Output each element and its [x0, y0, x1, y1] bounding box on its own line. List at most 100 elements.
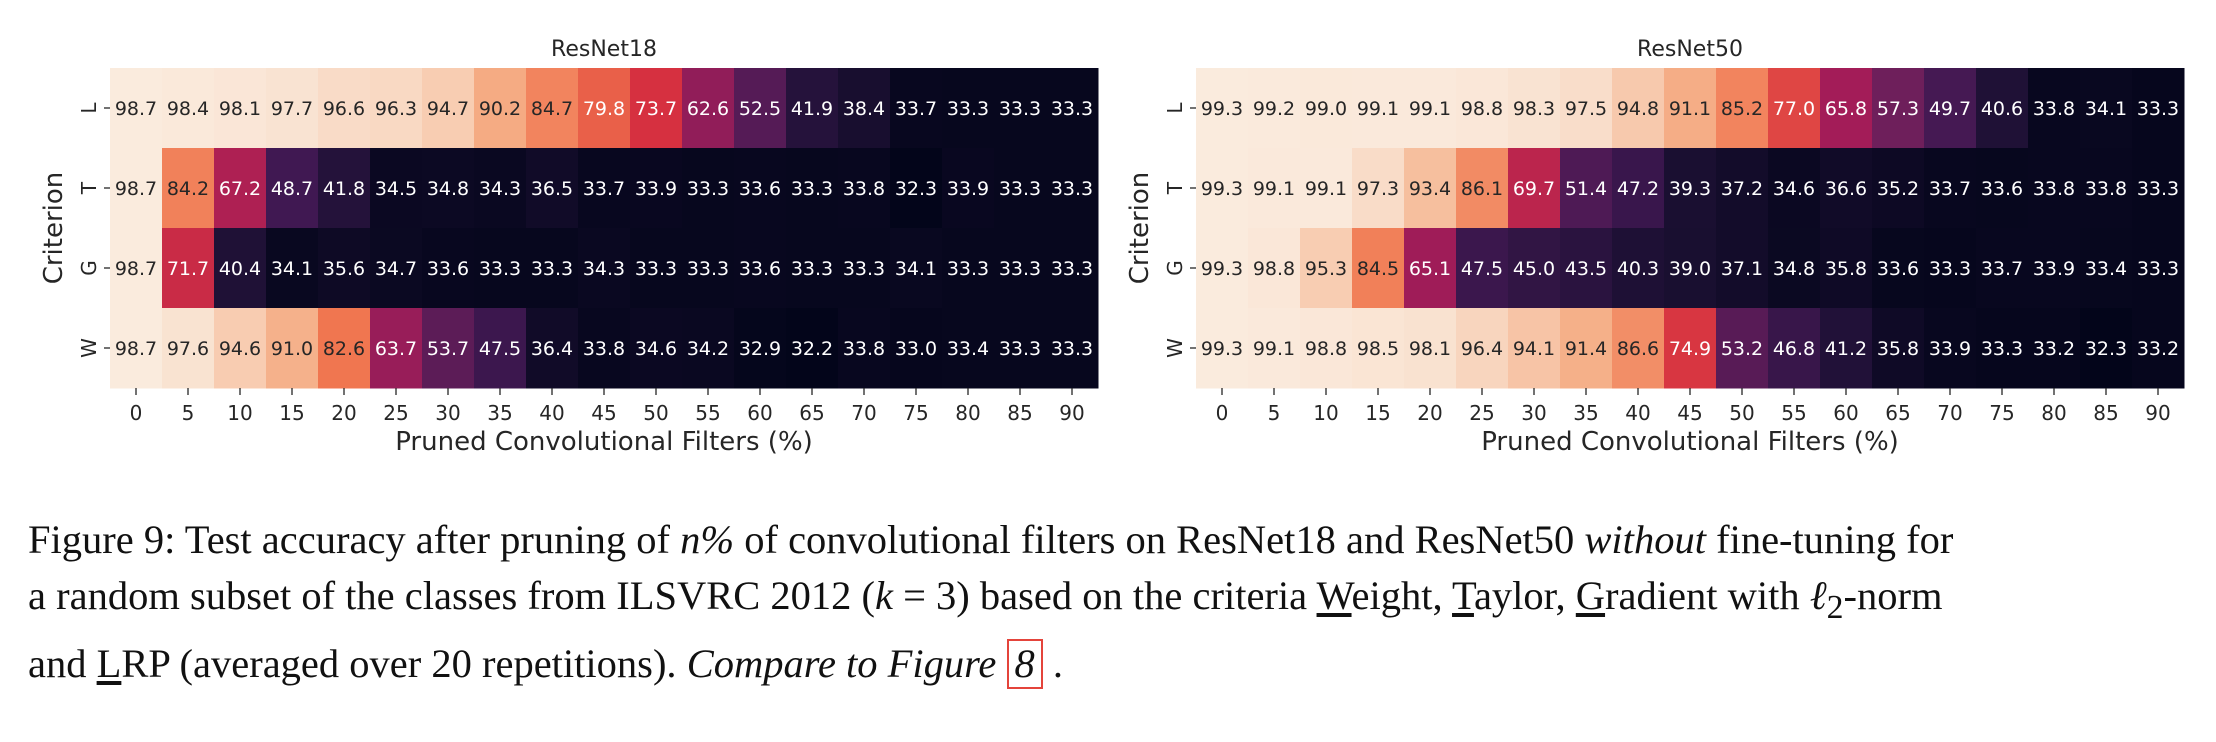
cell-value-label: 86.1 — [1461, 178, 1503, 200]
figure-reference-link[interactable]: 8 — [1006, 639, 1043, 690]
cell-value-label: 98.1 — [1409, 338, 1451, 360]
cell-value-label: 33.7 — [1981, 258, 2023, 280]
heatmap-cell — [578, 308, 631, 389]
heatmap-cell — [838, 308, 891, 389]
y-tick-label: T — [1163, 181, 1187, 195]
heatmap-cell — [1924, 68, 1977, 149]
heatmap-cell — [266, 308, 319, 389]
cell-value-label: 53.7 — [427, 338, 469, 360]
heatmap-cell — [1248, 228, 1301, 309]
x-tick-label: 85 — [1007, 401, 1032, 425]
chart-title: ResNet18 — [551, 37, 657, 62]
cell-value-label: 43.5 — [1565, 258, 1607, 280]
figure-caption: Figure 9: Test accuracy after pruning of… — [28, 512, 2208, 692]
heatmap-cell — [1196, 148, 1249, 229]
cell-value-label: 37.2 — [1721, 178, 1763, 200]
cell-value-label: 98.3 — [1513, 98, 1555, 120]
x-tick-label: 25 — [1469, 401, 1494, 425]
heatmap-cell — [2132, 308, 2185, 389]
heatmap-cell — [1456, 68, 1509, 149]
heatmap-cell — [1820, 308, 1873, 389]
cell-value-label: 33.3 — [843, 258, 885, 280]
cell-value-label: 97.7 — [271, 98, 313, 120]
heatmap-cell — [1456, 148, 1509, 229]
y-tick-label: G — [1163, 260, 1187, 276]
x-tick-label: 15 — [279, 401, 304, 425]
caption-text: Test accuracy after pruning of — [184, 517, 681, 562]
cell-value-label: 99.0 — [1305, 98, 1347, 120]
heatmap-cell — [1046, 308, 1099, 389]
y-tick-label: L — [1163, 102, 1187, 114]
cell-value-label: 93.4 — [1409, 178, 1451, 200]
heatmap-cell — [2080, 308, 2133, 389]
heatmap-panel: 99.3 99.2 99.0 99.1 99.1 98.8 98.3 97.5 94.8 91.1… — [1125, 37, 2185, 457]
heatmap-cell — [578, 148, 631, 229]
heatmap-cell — [110, 148, 163, 229]
heatmap-cell — [422, 308, 475, 389]
cell-value-label: 33.3 — [2137, 258, 2179, 280]
cell-value-label: 33.9 — [635, 178, 677, 200]
cell-value-label: 96.3 — [375, 98, 417, 120]
heatmap-cell — [214, 308, 267, 389]
caption-var-ell: ℓ — [1809, 573, 1827, 618]
heatmap-cell — [474, 308, 527, 389]
cell-value-label: 84.7 — [531, 98, 573, 120]
cell-value-label: 49.7 — [1929, 98, 1971, 120]
cell-value-label: 33.9 — [1929, 338, 1971, 360]
heatmap-cell — [318, 228, 371, 309]
cell-value-label: 77.0 — [1773, 98, 1815, 120]
heatmap-cell — [214, 228, 267, 309]
cell-value-label: 33.3 — [531, 258, 573, 280]
cell-value-label: 67.2 — [219, 178, 261, 200]
heatmap-cell — [838, 228, 891, 309]
cell-value-label: 99.3 — [1201, 178, 1243, 200]
caption-line-1: Figure 9: Test accuracy after pruning of… — [28, 512, 2208, 568]
x-axis-label: Pruned Convolutional Filters (%) — [395, 427, 813, 457]
heatmap-cell — [1716, 68, 1769, 149]
heatmap-cell — [318, 68, 371, 149]
cell-value-label: 99.3 — [1201, 98, 1243, 120]
heatmap-cell — [1976, 68, 2029, 149]
x-tick-label: 80 — [2041, 401, 2066, 425]
y-axis-label: Criterion — [39, 172, 69, 285]
caption-subscript: 2 — [1826, 589, 1844, 627]
cell-value-label: 97.6 — [167, 338, 209, 360]
cell-value-label: 33.6 — [427, 258, 469, 280]
cell-value-label: 39.3 — [1669, 178, 1711, 200]
x-tick-label: 40 — [539, 401, 564, 425]
heatmap-cell — [370, 308, 423, 389]
heatmap-cell — [1352, 228, 1405, 309]
cell-value-label: 33.6 — [1981, 178, 2023, 200]
cell-value-label: 33.3 — [687, 178, 729, 200]
heatmap-cell — [1560, 228, 1613, 309]
cell-value-label: 39.0 — [1669, 258, 1711, 280]
heatmap-cell — [1300, 308, 1353, 389]
cell-value-label: 34.5 — [375, 178, 417, 200]
heatmap-cell — [682, 308, 735, 389]
cell-value-label: 35.8 — [1825, 258, 1867, 280]
heatmap-cell — [1872, 148, 1925, 229]
cell-value-label: 33.3 — [1051, 258, 1093, 280]
heatmap-cell — [1352, 68, 1405, 149]
x-tick-label: 55 — [1781, 401, 1806, 425]
heatmap-cell — [994, 308, 1047, 389]
heatmap-cell — [1352, 308, 1405, 389]
heatmap-figure: 98.7 98.4 98.1 97.7 96.6 96.3 94.7 90.2 84.7 79.8… — [39, 37, 2185, 457]
heatmap-cell — [1612, 148, 1665, 229]
heatmap-cell — [1924, 308, 1977, 389]
cell-value-label: 34.7 — [375, 258, 417, 280]
heatmap-cell — [734, 228, 787, 309]
heatmap-cell — [1248, 148, 1301, 229]
x-tick-label: 85 — [2093, 401, 2118, 425]
heatmap-cell — [422, 68, 475, 149]
cell-value-label: 91.0 — [271, 338, 313, 360]
x-tick-label: 75 — [1989, 401, 2014, 425]
cell-value-label: 33.3 — [791, 258, 833, 280]
cell-value-label: 99.2 — [1253, 98, 1295, 120]
cell-value-label: 33.3 — [479, 258, 521, 280]
cell-value-label: 33.3 — [2137, 178, 2179, 200]
x-tick-label: 90 — [2145, 401, 2170, 425]
y-tick-label: T — [77, 181, 101, 195]
x-tick-label: 35 — [487, 401, 512, 425]
heatmap-cell — [682, 68, 735, 149]
